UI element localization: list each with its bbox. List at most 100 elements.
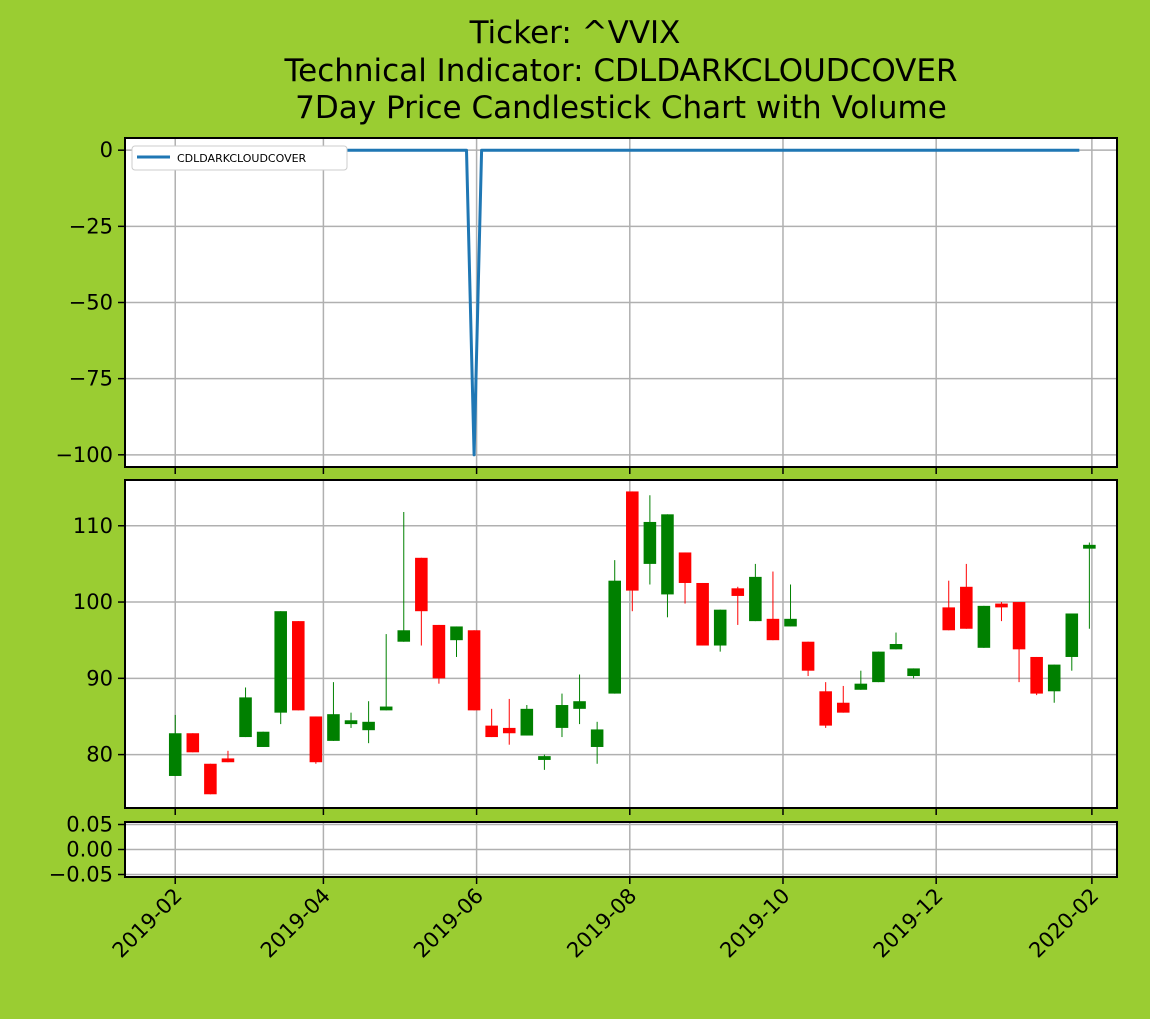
x-axis: 2019-02 2019-04 2019-06 2019-08 2019-10 2019-… xyxy=(108,884,1104,963)
candle-16 xyxy=(450,626,463,657)
chart-title-line-3: 7Day Price Candlestick Chart with Volume xyxy=(295,90,947,126)
candle-body xyxy=(362,721,375,731)
price-ytick-label: 110 xyxy=(73,514,113,538)
candle-37 xyxy=(819,682,832,728)
candle-14 xyxy=(415,557,428,646)
candle-43 xyxy=(942,580,956,631)
candle-body xyxy=(643,521,657,564)
candle-body xyxy=(467,630,481,711)
candle-body xyxy=(590,729,604,747)
candle-body xyxy=(168,733,182,776)
candle-body xyxy=(872,651,885,683)
candle-22 xyxy=(555,693,569,738)
x-tick-label: 2019-02 xyxy=(108,884,187,963)
candle-body xyxy=(327,714,340,741)
volume-ytick-label: 0.05 xyxy=(66,813,113,837)
candle-47 xyxy=(1012,602,1026,683)
candle-35 xyxy=(784,584,797,627)
candle-21 xyxy=(538,754,551,770)
candle-body xyxy=(274,611,287,713)
legend-label: CDLDARKCLOUDCOVER xyxy=(177,152,307,165)
candle-17 xyxy=(467,630,481,711)
volume-ytick-label: 0.00 xyxy=(66,838,113,862)
candle-7 xyxy=(292,621,305,711)
price-panel: 80 90 100 110 xyxy=(73,479,1118,815)
candle-33 xyxy=(749,563,762,622)
candle-body xyxy=(784,618,797,627)
candle-23 xyxy=(573,674,586,725)
x-tick-label: 2019-06 xyxy=(409,884,488,963)
candle-0 xyxy=(168,714,182,776)
candle-body xyxy=(379,706,393,711)
price-ytick-label: 80 xyxy=(86,743,113,767)
candle-18 xyxy=(485,708,498,738)
candle-body xyxy=(661,514,674,595)
volume-panel: 0.050.00−0.05 xyxy=(49,813,1118,887)
candle-body xyxy=(608,580,621,694)
candle-body xyxy=(749,576,762,622)
candle-body xyxy=(696,582,709,646)
candle-46 xyxy=(995,602,1008,622)
price-ytick-label: 90 xyxy=(86,666,113,690)
candle-body xyxy=(977,605,991,648)
price-border xyxy=(124,479,1118,809)
candle-body xyxy=(204,763,217,795)
candle-15 xyxy=(432,624,446,684)
candle-50 xyxy=(1065,613,1079,671)
candle-body xyxy=(626,491,639,591)
candle-48 xyxy=(1030,656,1043,696)
candle-32 xyxy=(731,586,745,625)
candle-6 xyxy=(274,611,287,725)
x-tick-label: 2019-10 xyxy=(716,884,795,963)
candle-40 xyxy=(872,651,885,683)
candle-26 xyxy=(626,491,639,612)
indicator-ytick-label: 0 xyxy=(100,138,113,162)
candle-body xyxy=(889,644,903,650)
candle-4 xyxy=(239,687,252,738)
candle-body xyxy=(1083,544,1096,549)
candle-body xyxy=(450,626,463,641)
candle-body xyxy=(292,621,305,711)
candle-body xyxy=(942,607,956,631)
candle-51 xyxy=(1083,542,1096,629)
candle-3 xyxy=(221,750,235,763)
x-tick-label: 2019-08 xyxy=(562,884,641,963)
candle-body xyxy=(573,701,586,709)
candle-body xyxy=(309,716,323,763)
candle-5 xyxy=(256,731,270,747)
candle-body xyxy=(819,691,832,726)
price-ytick-label: 100 xyxy=(73,590,113,614)
candle-body xyxy=(854,683,868,690)
candle-body xyxy=(186,733,200,753)
candle-body xyxy=(766,618,780,641)
legend-box xyxy=(131,145,348,171)
candle-42 xyxy=(907,668,920,679)
candle-2 xyxy=(204,763,217,795)
candle-body xyxy=(1030,656,1043,694)
candle-44 xyxy=(960,563,973,629)
candle-31 xyxy=(713,609,727,652)
candle-body xyxy=(995,603,1008,608)
chart-title-line-1: Ticker: ^VVIX xyxy=(469,15,681,51)
candle-body xyxy=(907,668,920,677)
candle-body xyxy=(415,557,428,612)
candle-body xyxy=(221,758,235,763)
candle-body xyxy=(731,588,745,596)
candle-49 xyxy=(1047,664,1061,703)
candle-body xyxy=(836,702,850,713)
legend: CDLDARKCLOUDCOVER xyxy=(131,145,348,171)
chart-title-line-2: Technical Indicator: CDLDARKCLOUDCOVER xyxy=(284,53,958,89)
candle-39 xyxy=(854,670,868,690)
candle-body xyxy=(1012,602,1026,650)
candle-body xyxy=(520,708,534,736)
candle-body xyxy=(1065,613,1079,657)
candle-body xyxy=(678,552,692,583)
x-tick-label: 2020-02 xyxy=(1024,884,1103,963)
candle-25 xyxy=(608,560,621,694)
indicator-panel: 0 −25 −50 −75 −100 CDLDARKCLOUDCOVER xyxy=(55,137,1118,474)
indicator-series-line xyxy=(165,148,1080,457)
volume-ytick-label: −0.05 xyxy=(49,863,113,887)
indicator-ytick-label: −25 xyxy=(69,214,113,238)
candle-body xyxy=(256,731,270,747)
candle-10 xyxy=(344,712,358,728)
